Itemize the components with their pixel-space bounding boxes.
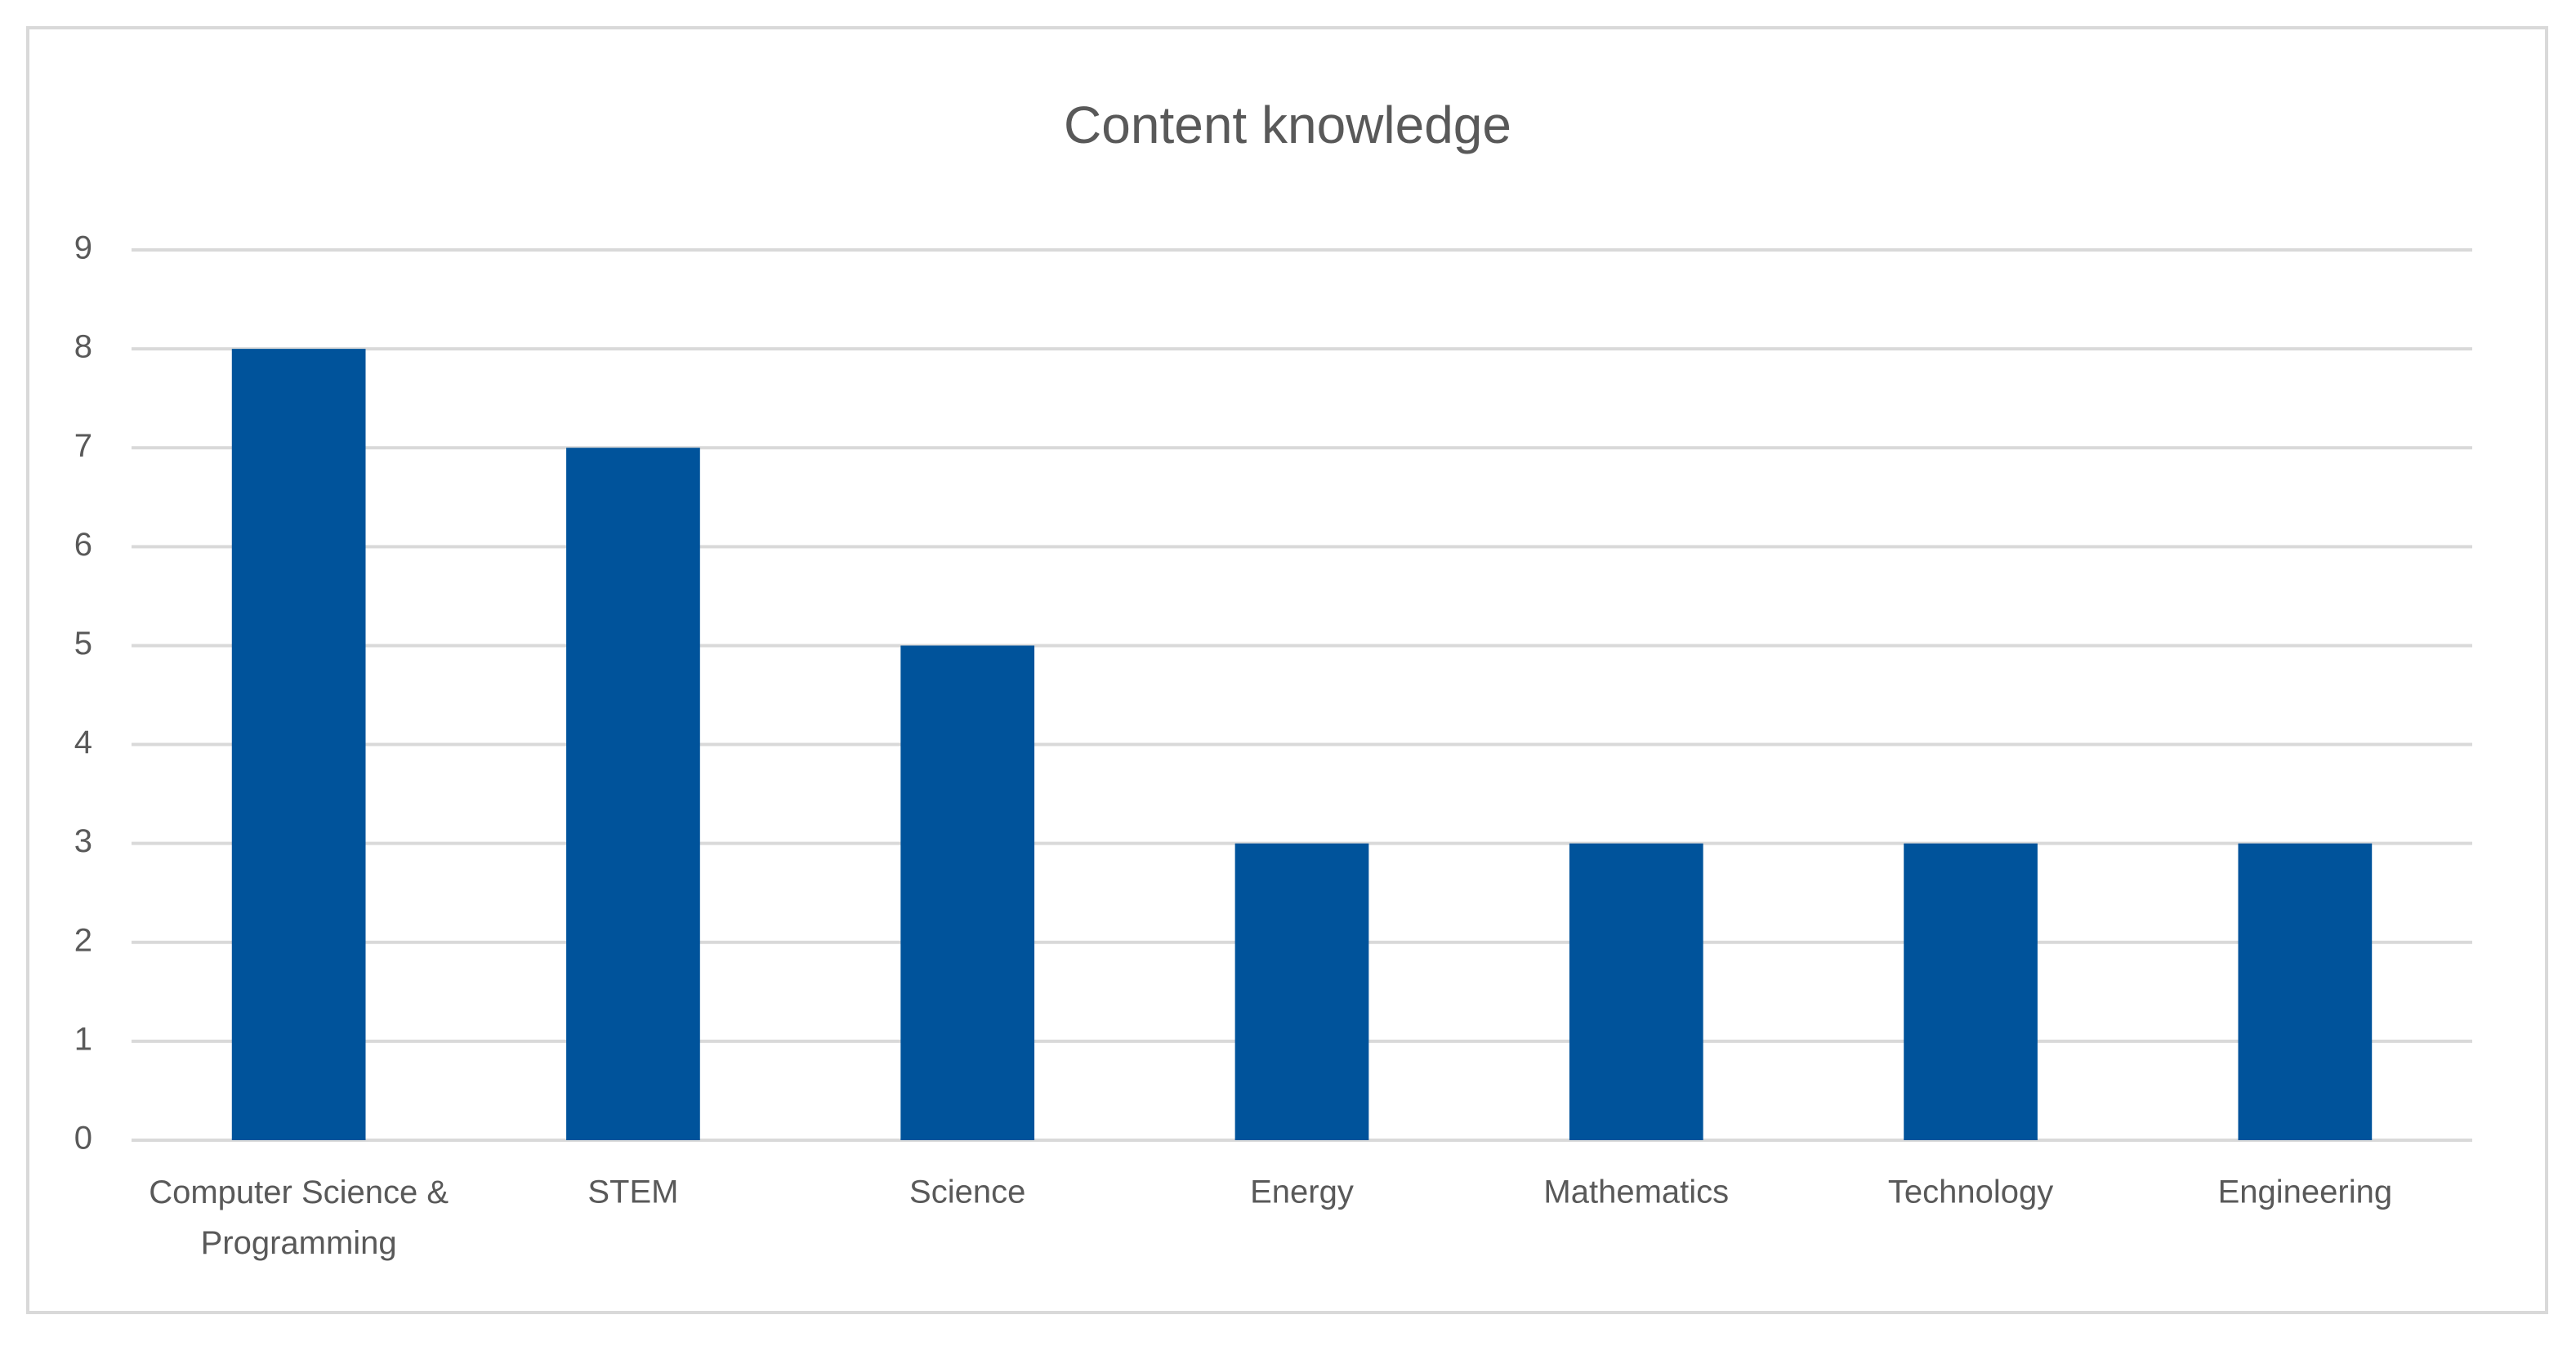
y-tick-label: 6 bbox=[74, 527, 92, 563]
bar bbox=[1904, 843, 2038, 1140]
x-tick-label: Science bbox=[909, 1174, 1025, 1210]
y-tick-label: 0 bbox=[74, 1121, 92, 1157]
y-tick-label: 8 bbox=[74, 329, 92, 365]
chart-title: Content knowledge bbox=[1064, 96, 1511, 154]
x-tick-label: Computer Science & Programming bbox=[149, 1174, 449, 1261]
x-tick-label: Engineering bbox=[2218, 1174, 2393, 1210]
y-tick-label: 4 bbox=[74, 724, 92, 760]
y-tick-label: 3 bbox=[74, 823, 92, 859]
bar bbox=[1569, 843, 1703, 1140]
y-tick-label: 1 bbox=[74, 1021, 92, 1057]
y-tick-label: 9 bbox=[74, 230, 92, 266]
bar bbox=[1234, 843, 1369, 1140]
y-tick-label: 5 bbox=[74, 626, 92, 662]
y-tick-label: 2 bbox=[74, 922, 92, 958]
bar bbox=[231, 349, 366, 1141]
x-tick-label: STEM bbox=[587, 1174, 678, 1210]
x-tick-label: Energy bbox=[1250, 1174, 1354, 1210]
x-tick-label: Mathematics bbox=[1543, 1174, 1729, 1210]
bar bbox=[2238, 843, 2373, 1140]
y-tick-label: 7 bbox=[74, 428, 92, 464]
bar bbox=[900, 645, 1035, 1140]
bar bbox=[566, 448, 700, 1140]
x-tick-label: Technology bbox=[1888, 1174, 2053, 1210]
